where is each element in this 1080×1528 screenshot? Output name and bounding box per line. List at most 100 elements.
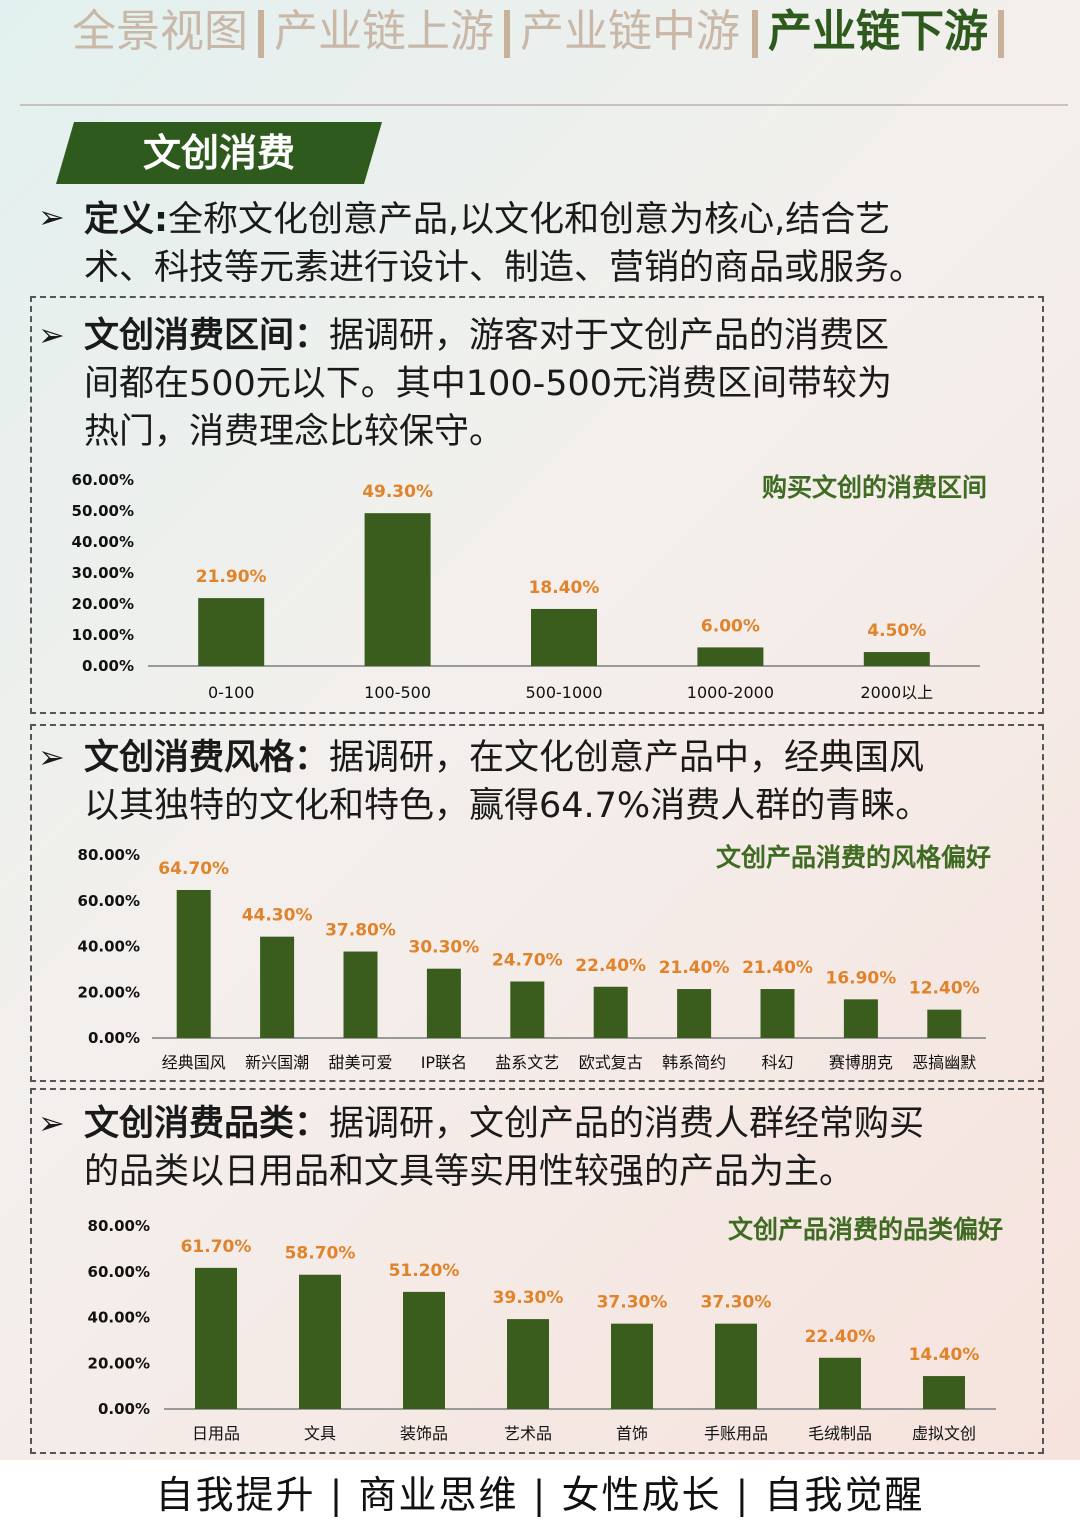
- bar: [611, 1323, 653, 1409]
- bar: [697, 647, 764, 666]
- nav-separator: [258, 10, 264, 58]
- data-label: 18.40%: [529, 578, 600, 598]
- data-label: 58.70%: [285, 1244, 356, 1264]
- section1-line3: 热门，消费理念比较保守。: [84, 412, 505, 452]
- footer-bar: [0, 1460, 1080, 1528]
- section3-label: 文创消费品类：: [84, 1104, 330, 1144]
- bar: [923, 1376, 965, 1409]
- y-tick-label: 40.00%: [72, 533, 134, 551]
- category-label: 100-500: [364, 683, 431, 702]
- section2-line1: 据调研，在文化创意产品中，经典国风: [329, 738, 925, 778]
- bar: [677, 989, 712, 1038]
- category-label: 赛博朋克: [829, 1053, 893, 1072]
- bullet-arrow-icon: ➢: [38, 738, 65, 776]
- chart1-title: 购买文创的消费区间: [762, 473, 988, 502]
- bar: [510, 981, 545, 1038]
- category-label: 0-100: [208, 683, 255, 702]
- section2-text: 文创消费风格：据调研，在文化创意产品中，经典国风 以其独特的文化和特色，赢得64…: [84, 734, 930, 830]
- y-tick-label: 60.00%: [88, 1263, 150, 1281]
- y-tick-label: 20.00%: [72, 595, 134, 613]
- data-label: 64.70%: [158, 859, 229, 879]
- y-tick-label: 0.00%: [98, 1400, 150, 1418]
- y-tick-label: 0.00%: [88, 1029, 140, 1047]
- chart3-title: 文创产品消费的品类偏好: [728, 1215, 1004, 1244]
- data-label: 14.40%: [909, 1345, 980, 1365]
- bar: [507, 1319, 549, 1409]
- section3-text: 文创消费品类：据调研，文创产品的消费人群经常购买 的品类以日用品和文具等实用性较…: [84, 1100, 924, 1196]
- data-label: 61.70%: [181, 1237, 252, 1257]
- data-label: 51.20%: [389, 1261, 460, 1281]
- nav-item-midstream[interactable]: 产业链中游: [520, 6, 740, 57]
- bar: [819, 1357, 861, 1409]
- category-label: 日用品: [192, 1424, 240, 1443]
- chart-price-range: 0.00% 10.00% 20.00% 30.00% 40.00% 50.00% 60.00…: [0, 460, 1080, 710]
- bar: [260, 936, 295, 1038]
- bar: [927, 1009, 962, 1038]
- bar: [176, 889, 211, 1038]
- y-tick-label: 80.00%: [88, 1217, 150, 1235]
- section-box-category: [30, 1088, 1044, 1454]
- bullet-arrow-icon: ➢: [38, 198, 65, 236]
- bar: [364, 513, 431, 666]
- data-label: 22.40%: [575, 956, 646, 976]
- nav-divider: [20, 104, 1068, 106]
- y-tick-label: 0.00%: [82, 657, 134, 675]
- data-label: 30.30%: [408, 938, 479, 958]
- bar: [299, 1274, 341, 1409]
- category-label: 经典国风: [162, 1053, 226, 1072]
- data-label: 37.80%: [325, 921, 396, 941]
- section3-line1: 据调研，文创产品的消费人群经常购买: [329, 1104, 925, 1144]
- category-label: 科幻: [761, 1053, 793, 1072]
- category-label: IP联名: [421, 1053, 467, 1072]
- y-tick-label: 20.00%: [78, 983, 140, 1001]
- chart-svg: 0.00% 20.00% 40.00% 60.00% 80.00% 64.70% 经典国风 4…: [78, 846, 986, 1072]
- y-tick-label: 80.00%: [78, 846, 140, 864]
- chart-style-preference: 0.00% 20.00% 40.00% 60.00% 80.00% 64.70% 经典国风 4…: [0, 840, 1080, 1080]
- bullet-arrow-icon: ➢: [38, 1104, 65, 1142]
- nav-item-upstream[interactable]: 产业链上游: [274, 6, 494, 57]
- category-label: 手账用品: [704, 1424, 768, 1443]
- y-tick-label: 30.00%: [72, 564, 134, 582]
- bar: [715, 1323, 757, 1409]
- category-label: 虚拟文创: [912, 1424, 976, 1443]
- section1-line2: 间都在500元以下。其中100-500元消费区间带较为: [84, 364, 893, 404]
- data-label: 6.00%: [701, 616, 760, 636]
- section1-text: 文创消费区间：据调研，游客对于文创产品的消费区 间都在500元以下。其中100-…: [84, 312, 892, 456]
- nav-item-downstream[interactable]: 产业链下游: [768, 6, 988, 57]
- y-tick-label: 60.00%: [78, 892, 140, 910]
- definition-text: 定义:全称文化创意产品,以文化和创意为核心,结合艺 术、科技等元素进行设计、制造…: [84, 196, 924, 292]
- nav-separator: [504, 10, 510, 58]
- definition-line1: 全称文化创意产品,以文化和创意为核心,结合艺: [168, 200, 891, 240]
- section3-line2: 的品类以日用品和文具等实用性较强的产品为主。: [84, 1152, 855, 1192]
- bar: [195, 1267, 237, 1409]
- data-label: 4.50%: [867, 621, 926, 641]
- bar: [863, 652, 930, 666]
- section-banner: [56, 122, 382, 184]
- section-banner-title: 文创消费: [142, 131, 295, 175]
- footer-tagline: 自我提升 | 商业思维 | 女性成长 | 自我觉醒: [155, 1473, 925, 1517]
- bar: [593, 986, 628, 1038]
- section2-line2: 以其独特的文化和特色，赢得64.7%消费人群的青睐。: [84, 786, 931, 826]
- data-label: 49.30%: [362, 482, 433, 502]
- nav-separator: [998, 10, 1004, 58]
- data-label: 21.90%: [196, 567, 267, 587]
- bar: [531, 608, 597, 666]
- data-label: 44.30%: [242, 906, 313, 926]
- chart2-title: 文创产品消费的风格偏好: [716, 843, 992, 872]
- section1-label: 文创消费区间：: [84, 316, 330, 356]
- category-label: 装饰品: [400, 1424, 448, 1443]
- category-label: 新兴国潮: [245, 1053, 309, 1072]
- category-label: 韩系简约: [662, 1053, 726, 1072]
- definition-label: 定义:: [84, 200, 168, 240]
- data-label: 16.90%: [825, 968, 896, 988]
- y-tick-label: 20.00%: [88, 1354, 150, 1372]
- data-label: 22.40%: [805, 1327, 876, 1347]
- section-box-style: [30, 724, 1044, 1082]
- category-label: 艺术品: [504, 1424, 552, 1443]
- category-label: 2000以上: [860, 683, 933, 702]
- bullet-arrow-icon: ➢: [38, 316, 65, 354]
- data-label: 24.70%: [492, 950, 563, 970]
- section2-label: 文创消费风格：: [84, 738, 330, 778]
- category-label: 盐系文艺: [495, 1053, 559, 1072]
- nav-item-overview[interactable]: 全景视图: [72, 6, 248, 57]
